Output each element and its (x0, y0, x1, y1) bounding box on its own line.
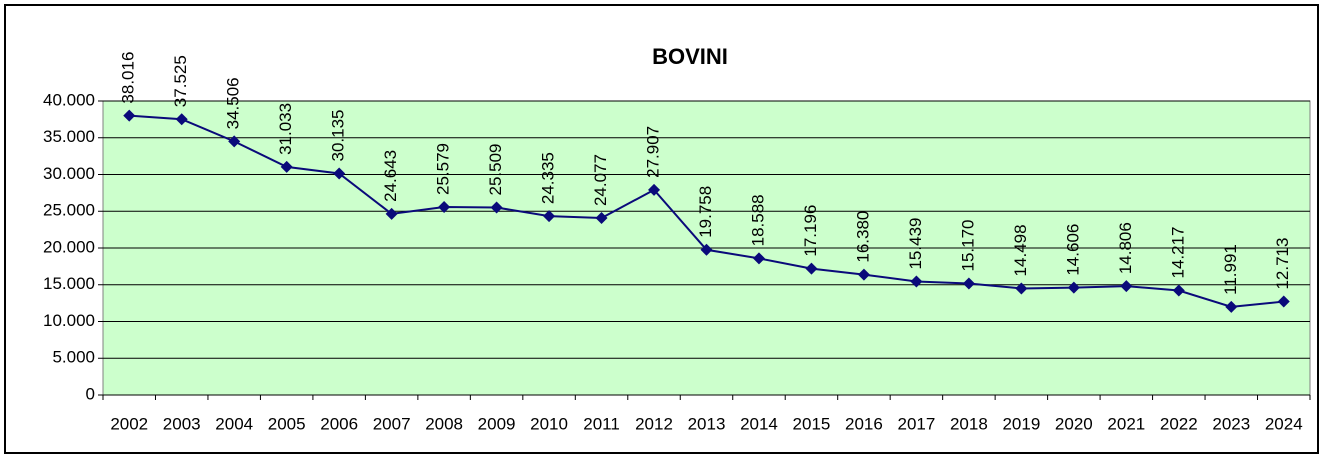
x-tick-label: 2002 (110, 414, 148, 433)
x-tick-label: 2023 (1212, 414, 1250, 433)
x-tick-label: 2019 (1002, 414, 1040, 433)
marker (1172, 284, 1185, 297)
data-label: 27.907 (644, 126, 663, 178)
y-tick-label: 20.000 (43, 237, 95, 256)
data-label: 38.016 (119, 52, 138, 104)
data-label: 12.713 (1273, 238, 1292, 290)
x-tick-label: 2007 (373, 414, 411, 433)
x-tick-label: 2024 (1265, 414, 1303, 433)
marker (490, 201, 503, 214)
data-label: 14.606 (1063, 224, 1082, 276)
data-label: 25.579 (434, 143, 453, 195)
data-label: 16.380 (853, 211, 872, 263)
marker (1225, 300, 1238, 313)
marker (1015, 282, 1028, 295)
data-label: 17.196 (801, 205, 820, 257)
x-tick-label: 2017 (897, 414, 935, 433)
y-tick-label: 10.000 (43, 311, 95, 330)
x-tick-label: 2011 (583, 414, 620, 433)
x-tick-label: 2010 (530, 414, 568, 433)
marker (595, 212, 608, 225)
data-label: 34.506 (224, 77, 243, 129)
y-tick-label: 5.000 (52, 348, 95, 367)
data-label: 18.588 (748, 194, 767, 246)
x-tick-label: 2012 (635, 414, 673, 433)
marker (752, 252, 765, 265)
y-tick-label: 30.000 (43, 164, 95, 183)
x-tick-label: 2021 (1107, 414, 1145, 433)
marker (910, 275, 923, 288)
data-label: 19.758 (696, 186, 715, 238)
x-tick-label: 2005 (268, 414, 306, 433)
x-tick-label: 2013 (688, 414, 726, 433)
y-tick-label: 35.000 (43, 127, 95, 146)
x-tick-label: 2016 (845, 414, 883, 433)
x-tick-label: 2020 (1055, 414, 1093, 433)
data-label: 11.991 (1221, 244, 1240, 295)
marker (228, 135, 241, 148)
marker (333, 167, 346, 180)
marker (1120, 280, 1133, 293)
x-tick-label: 2006 (320, 414, 358, 433)
x-tick-label: 2015 (793, 414, 831, 433)
marker (123, 109, 136, 122)
x-tick-label: 2022 (1160, 414, 1198, 433)
marker (1277, 295, 1290, 308)
data-label: 24.643 (381, 150, 400, 202)
marker (280, 160, 293, 173)
data-label: 24.077 (591, 154, 610, 206)
marker (857, 268, 870, 281)
data-label: 15.439 (906, 218, 925, 270)
marker (385, 207, 398, 220)
frame (4, 4, 1319, 454)
marker (175, 113, 188, 126)
marker (438, 200, 451, 213)
chart-title: BOVINI (652, 44, 728, 69)
y-tick-label: 25.000 (43, 201, 95, 220)
data-label: 30.135 (329, 110, 348, 162)
data-label: 25.509 (486, 144, 505, 196)
data-label: 14.217 (1168, 227, 1187, 279)
y-tick-label: 15.000 (43, 274, 95, 293)
data-label: 15.170 (958, 220, 977, 272)
y-tick-label: 40.000 (43, 90, 95, 109)
x-tick-label: 2009 (478, 414, 516, 433)
y-tick-label: 0 (86, 384, 95, 403)
data-label: 24.335 (539, 152, 558, 204)
x-tick-label: 2004 (215, 414, 253, 433)
marker (1067, 281, 1080, 294)
x-tick-label: 2003 (163, 414, 201, 433)
x-tick-label: 2018 (950, 414, 988, 433)
data-label: 37.525 (171, 55, 190, 107)
marker (962, 277, 975, 290)
data-label: 31.033 (276, 103, 295, 155)
data-label: 14.498 (1011, 224, 1030, 276)
marker (648, 183, 661, 196)
marker (700, 243, 713, 256)
data-label: 14.806 (1116, 222, 1135, 274)
marker (805, 262, 818, 275)
x-tick-label: 2008 (425, 414, 463, 433)
x-tick-label: 2014 (740, 414, 778, 433)
marker (543, 210, 556, 223)
